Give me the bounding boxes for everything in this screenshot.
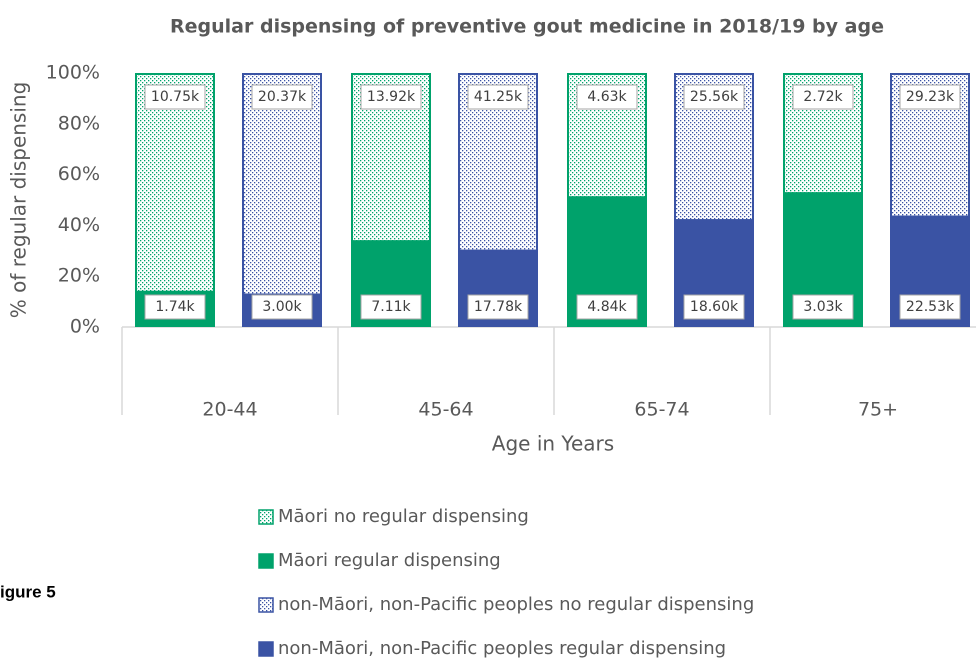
data-label: 4.84k bbox=[587, 299, 627, 315]
x-tick-label: 75+ bbox=[858, 399, 898, 421]
bar-outline bbox=[135, 73, 215, 293]
data-label: 20.37k bbox=[258, 89, 307, 105]
legend-swatch bbox=[258, 553, 274, 569]
y-tick-label: 100% bbox=[46, 62, 100, 84]
y-tick-label: 40% bbox=[58, 214, 100, 236]
legend-swatch bbox=[258, 597, 274, 613]
data-label: 13.92k bbox=[367, 89, 416, 105]
legend-swatch bbox=[258, 641, 274, 657]
data-label-box bbox=[683, 294, 745, 320]
data-label-box bbox=[467, 84, 529, 110]
data-label-box bbox=[144, 294, 206, 320]
data-label-box bbox=[144, 84, 206, 110]
legend-label: non-Māori, non-Pacific peoples no regula… bbox=[278, 594, 754, 615]
y-tick-label: 20% bbox=[58, 265, 100, 287]
data-label: 41.25k bbox=[474, 89, 523, 105]
data-label-box bbox=[576, 294, 638, 320]
x-axis-label: Age in Years bbox=[492, 432, 614, 456]
data-label: 17.78k bbox=[474, 299, 523, 315]
data-label: 4.63k bbox=[587, 89, 627, 105]
data-label: 7.11k bbox=[371, 299, 411, 315]
x-tick-label: 45-64 bbox=[418, 399, 473, 421]
chart-title: Regular dispensing of preventive gout me… bbox=[170, 16, 884, 38]
data-label-box bbox=[360, 84, 422, 110]
data-label-box bbox=[251, 84, 313, 110]
data-label-box bbox=[792, 294, 854, 320]
x-tick-label: 20-44 bbox=[202, 399, 257, 421]
figure-label: igure 5 bbox=[0, 582, 56, 601]
legend-swatch bbox=[258, 509, 274, 525]
data-label: 1.74k bbox=[155, 299, 195, 315]
data-label: 2.72k bbox=[803, 89, 843, 105]
data-label-box bbox=[360, 294, 422, 320]
data-label-box bbox=[576, 84, 638, 110]
data-label-box bbox=[792, 84, 854, 110]
bar-outline bbox=[783, 73, 863, 195]
legend-label: Māori no regular dispensing bbox=[278, 506, 529, 527]
y-axis-label: % of regular dispensing bbox=[7, 82, 31, 319]
bar-outline bbox=[890, 73, 970, 218]
y-tick-label: 60% bbox=[58, 163, 100, 185]
bar-segment bbox=[242, 73, 322, 295]
data-label: 3.03k bbox=[803, 299, 843, 315]
bar-outline bbox=[458, 73, 538, 252]
legend-label: non-Māori, non-Pacific peoples regular d… bbox=[278, 638, 726, 659]
data-label-box bbox=[683, 84, 745, 110]
bar-outline bbox=[242, 73, 322, 296]
data-label: 3.00k bbox=[262, 299, 302, 315]
data-label: 29.23k bbox=[906, 89, 955, 105]
bar-outline bbox=[674, 73, 754, 222]
y-tick-label: 0% bbox=[70, 316, 100, 338]
bar-outline bbox=[567, 73, 647, 199]
x-tick-label: 65-74 bbox=[634, 399, 689, 421]
y-tick-label: 80% bbox=[58, 112, 100, 134]
data-label-box bbox=[899, 84, 961, 110]
data-label-box bbox=[899, 294, 961, 320]
data-label-box bbox=[251, 294, 313, 320]
legend-label: Māori regular dispensing bbox=[278, 550, 501, 571]
bar-outline bbox=[351, 73, 431, 243]
data-label-box bbox=[467, 294, 529, 320]
data-label: 18.60k bbox=[690, 299, 739, 315]
data-label: 25.56k bbox=[690, 89, 739, 105]
data-label: 10.75k bbox=[151, 89, 200, 105]
data-label: 22.53k bbox=[906, 299, 955, 315]
